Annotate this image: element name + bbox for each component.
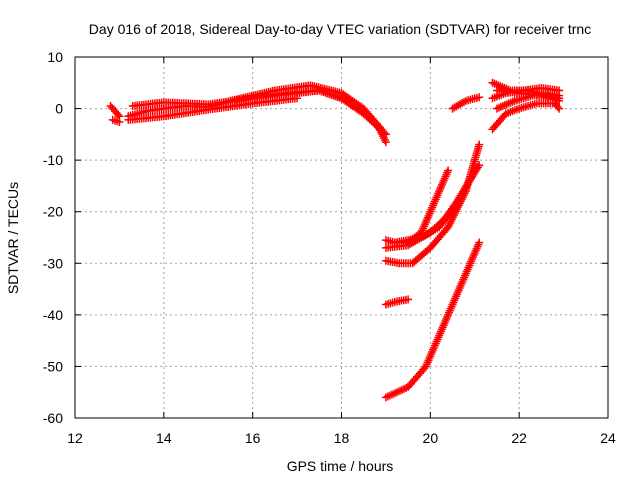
data-point [115,117,124,126]
y-tick-label: -40 [43,307,63,323]
data-point [475,238,484,247]
series-arc-5 [124,94,302,124]
series-arc-2 [108,115,124,126]
grid [75,57,608,418]
series-arc-16 [488,99,564,134]
series-arc-11 [381,295,413,309]
y-tick-label: 10 [47,49,63,65]
ticks: 12 14 16 18 20 22 24 10 0 -10 -20 -30 -40 -50 -60 [43,49,616,446]
y-tick-label: -50 [43,358,63,374]
data-point [381,138,390,147]
y-tick-label: 0 [55,101,63,117]
x-axis-label: GPS time / hours [287,458,394,474]
x-tick-label: 14 [156,430,172,446]
x-tick-label: 12 [67,430,83,446]
x-tick-label: 18 [334,430,350,446]
data-point [555,104,564,113]
series-arc-12 [381,238,484,402]
y-tick-label: -30 [43,255,63,271]
x-tick-label: 20 [423,430,439,446]
data-point [555,96,564,105]
y-tick-label: -60 [43,410,63,426]
y-axis-label: SDTVAR / TECUs [5,182,21,294]
chart-title: Day 016 of 2018, Sidereal Day-to-day VTE… [89,21,591,37]
x-tick-label: 16 [245,430,261,446]
series-arc-18 [492,86,564,105]
data-point [444,166,453,175]
data-point [375,123,384,132]
y-tick-label: -10 [43,152,63,168]
data-point [113,110,122,119]
series-arc-6 [226,81,386,134]
data-point [404,295,413,304]
data-point [459,97,468,106]
series-arc-1 [106,101,124,121]
data-point [475,161,484,170]
data-point [474,163,483,172]
data-point [377,125,386,134]
x-tick-label: 22 [511,430,527,446]
series-arc-10 [390,161,484,247]
y-tick-label: -20 [43,204,63,220]
data-point [293,94,302,103]
data-marks [106,78,564,402]
data-point [381,130,390,139]
x-tick-label: 24 [600,430,616,446]
series-arc-13 [448,93,484,113]
data-point [475,93,484,102]
data-point [475,140,484,149]
